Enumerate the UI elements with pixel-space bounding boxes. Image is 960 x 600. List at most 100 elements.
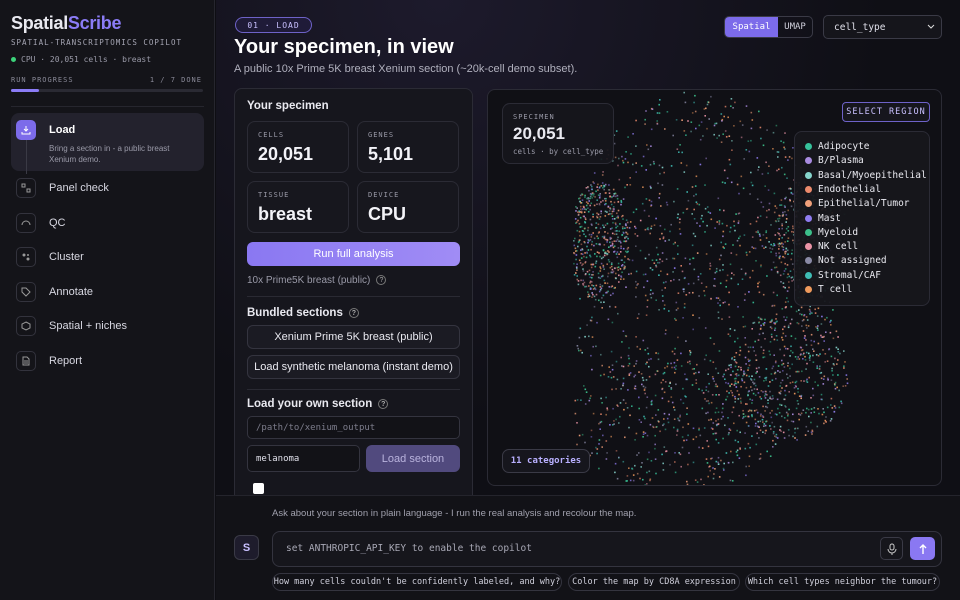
step[interactable]: Annotate <box>16 279 206 305</box>
icon <box>21 126 31 135</box>
status: CPU · 20,051 cells · breast <box>21 55 152 64</box>
legend-label: B/Plasma <box>818 155 864 167</box>
suggestion-chip[interactable]: Color the map by CD8A expression <box>568 573 740 591</box>
toggle-option[interactable]: Spatial <box>725 17 778 37</box>
send-button[interactable] <box>910 537 935 560</box>
legend-item[interactable]: T cell <box>795 284 852 295</box>
legend-label: Not assigned <box>818 255 887 267</box>
legend-swatch <box>805 200 812 208</box>
step-active[interactable] <box>11 113 204 171</box>
step-label: Load <box>49 124 76 136</box>
divider <box>247 389 460 390</box>
step-icon <box>16 120 36 140</box>
step[interactable]: QC <box>16 210 206 236</box>
color-by-select[interactable]: cell_type <box>823 15 942 39</box>
note-text: 10x Prime5K breast (public) <box>247 275 371 286</box>
stat-value: 5,101 <box>368 144 414 164</box>
legend-label: Endothelial <box>818 183 881 195</box>
checkbox[interactable] <box>253 483 264 494</box>
categories-badge: 11 categories <box>502 449 590 473</box>
legend-swatch <box>805 143 812 150</box>
legend-swatch <box>805 157 812 165</box>
step-icon <box>16 213 36 233</box>
bundled-button[interactable]: Load synthetic melanoma (instant demo) <box>247 355 460 379</box>
dataset-note: 10x Prime5K breast (public)? <box>247 275 387 286</box>
legend-swatch <box>805 286 812 293</box>
mic-button[interactable] <box>880 537 903 560</box>
bundled-button[interactable]: Xenium Prime 5K breast (public) <box>247 325 460 349</box>
stat-label: DEVICE <box>368 191 400 199</box>
select-region-button[interactable]: SELECT REGION <box>842 102 930 122</box>
page-subtitle: A public 10x Prime 5K breast Xenium sect… <box>234 63 578 75</box>
legend-item[interactable]: Myeloid <box>795 227 858 238</box>
legend-swatch <box>805 257 812 265</box>
sidebar: SpatialScribe SPATIAL-TRANSCRIPTOMICS CO… <box>0 0 215 600</box>
brand-part: Scribe <box>67 13 122 33</box>
progress-label: RUN PROGRESS <box>11 76 74 84</box>
section-title-text: Bundled sections <box>247 307 343 319</box>
icon <box>22 356 30 366</box>
legend-item[interactable]: Not assigned <box>795 255 887 266</box>
legend-item[interactable]: B/Plasma <box>795 155 864 166</box>
stat-value: 20,051 <box>258 144 314 164</box>
suggestion-chip[interactable]: Which cell types neighbor the tumour? <box>745 573 940 591</box>
legend-item[interactable]: NK cell <box>795 241 858 252</box>
specimen-panel: Your specimen CELLS 20,051 GENES 5,101 TIS… <box>234 88 473 508</box>
step-icon <box>16 247 36 267</box>
card-label: SPECIMEN <box>513 113 555 121</box>
icon <box>22 253 30 261</box>
legend-label: Myeloid <box>818 226 859 238</box>
card-value: 20,051 <box>513 124 565 143</box>
card-caption: cells · by cell_type <box>513 147 604 156</box>
legend-item[interactable]: Epithelial/Tumor <box>795 198 910 209</box>
cell-cloud <box>573 91 849 485</box>
section-title: Bundled sections? <box>247 307 359 319</box>
step[interactable]: Spatial + niches <box>16 313 206 339</box>
name-input[interactable]: melanoma <box>247 445 360 472</box>
suggestion-chip[interactable]: How many cells couldn't be confidently l… <box>272 573 562 591</box>
icon <box>919 543 926 554</box>
status-dot <box>11 57 16 62</box>
help-icon[interactable]: ? <box>348 307 359 318</box>
step[interactable]: Panel check <box>16 175 206 201</box>
step-badge: 01 · LOAD <box>235 17 312 33</box>
icon <box>21 220 31 226</box>
panel-title: Your specimen <box>247 100 329 112</box>
step[interactable]: Report <box>16 348 206 374</box>
icon <box>21 321 31 331</box>
connector <box>26 140 27 174</box>
step-label: Annotate <box>49 286 94 298</box>
step[interactable]: Cluster <box>16 244 206 270</box>
legend-swatch <box>805 185 812 193</box>
legend-item[interactable]: Basal/Myoepithelial <box>795 170 927 181</box>
step[interactable]: Load <box>16 117 206 143</box>
chat-hint: Ask about your section in plain language… <box>272 508 637 519</box>
legend-item[interactable]: Endothelial <box>795 184 881 195</box>
legend: Adipocyte B/Plasma Basal/Myoepithelial Endo… <box>794 131 930 306</box>
stat-card: GENES 5,101 <box>357 121 459 173</box>
legend-item[interactable]: Adipocyte <box>795 141 869 152</box>
help-icon[interactable]: ? <box>378 398 389 409</box>
stat-value: CPU <box>368 204 407 224</box>
run-button[interactable]: Run full analysis <box>247 242 460 266</box>
load-button[interactable]: Load section <box>366 445 460 472</box>
chat-input[interactable]: set ANTHROPIC_API_KEY to enable the copi… <box>272 531 942 567</box>
legend-item[interactable]: Mast <box>795 213 841 224</box>
legend-label: Adipocyte <box>818 141 870 152</box>
path-input[interactable]: /path/to/xenium_output <box>247 416 460 439</box>
legend-item[interactable]: Stromal/CAF <box>795 270 881 281</box>
specimen-card: SPECIMEN 20,051 cells · by cell_type <box>502 103 614 164</box>
legend-swatch <box>805 271 812 279</box>
brand-part: Spatial <box>11 13 68 33</box>
page-title: Your specimen, in view <box>234 36 454 58</box>
step-icon <box>16 178 36 198</box>
help-icon[interactable]: ? <box>376 275 387 286</box>
stat-label: GENES <box>368 131 395 139</box>
toggle-option[interactable]: UMAP <box>784 22 806 32</box>
spatial-map[interactable] <box>488 90 942 486</box>
stat-card: CELLS 20,051 <box>247 121 349 173</box>
legend-label: Epithelial/Tumor <box>818 198 910 210</box>
legend-label: T cell <box>818 284 853 295</box>
legend-label: NK cell <box>818 241 859 253</box>
